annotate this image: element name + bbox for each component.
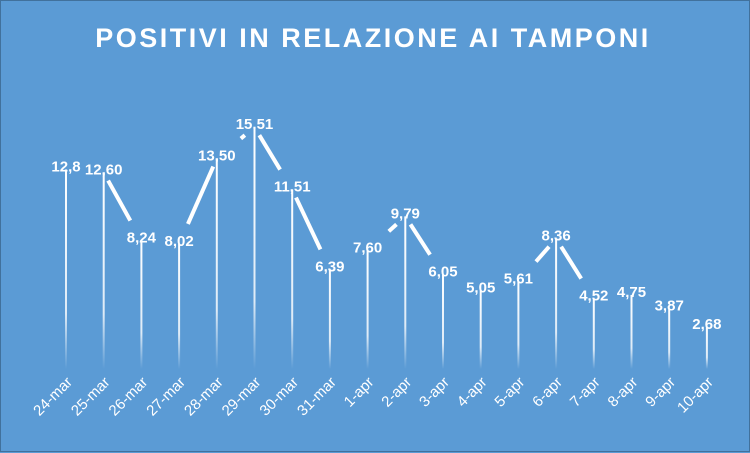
- data-label: 5,05: [466, 279, 495, 296]
- drop-line: [178, 243, 181, 369]
- series-line-segment: [106, 179, 133, 222]
- data-label: 13,50: [198, 148, 236, 165]
- x-tick-label: 28-mar: [181, 374, 227, 420]
- data-label: 6,05: [428, 264, 457, 281]
- series-line-segment: [534, 245, 551, 263]
- data-label: 12,8: [51, 158, 80, 175]
- x-tick-label: 6-apr: [529, 374, 566, 411]
- series-line-segment: [559, 245, 583, 280]
- drop-line: [366, 250, 369, 369]
- x-tick-label: 1-apr: [341, 374, 378, 411]
- data-label: 4,75: [617, 284, 646, 301]
- drop-line: [328, 269, 331, 369]
- drop-line: [479, 290, 482, 369]
- data-label: 8,36: [541, 228, 570, 245]
- x-tick-label: 31-mar: [294, 374, 340, 420]
- data-label: 5,61: [504, 271, 533, 288]
- drop-line: [442, 274, 444, 369]
- x-tick-label: 8-apr: [605, 374, 642, 411]
- x-axis-tick-labels: 24-mar25-mar26-mar27-mar28-mar29-mar30-m…: [30, 374, 717, 420]
- x-tick-label: 2-apr: [378, 374, 415, 411]
- series-line: [106, 133, 583, 280]
- x-tick-label: 24-mar: [30, 374, 76, 420]
- data-label: 4,52: [579, 288, 608, 305]
- series-line-segment: [239, 133, 247, 141]
- drop-line: [517, 281, 520, 369]
- data-label: 7,60: [353, 240, 382, 257]
- data-label: 9,79: [391, 205, 420, 222]
- x-tick-label: 27-mar: [143, 374, 189, 420]
- data-label: 12,60: [85, 162, 123, 179]
- data-label: 8,24: [127, 230, 157, 247]
- data-label: 2,68: [692, 316, 721, 333]
- drop-line: [291, 189, 294, 369]
- data-label: 8,02: [164, 233, 193, 250]
- data-label: 15,51: [236, 116, 274, 133]
- drop-line: [65, 169, 67, 369]
- x-tick-label: 29-mar: [219, 374, 265, 420]
- drop-line: [102, 172, 105, 369]
- drop-lines: [65, 127, 708, 369]
- drop-line: [253, 127, 256, 369]
- drop-line: [140, 240, 143, 369]
- data-label: 11,51: [274, 179, 311, 196]
- x-tick-label: 4-apr: [454, 374, 491, 411]
- x-tick-label: 25-mar: [68, 374, 114, 420]
- chart-title: POSITIVI IN RELAZIONE AI TAMPONI: [95, 23, 651, 53]
- drop-line: [668, 308, 671, 369]
- data-label: 6,39: [315, 258, 344, 275]
- drop-line: [215, 158, 218, 369]
- drop-line: [705, 327, 708, 369]
- drop-line: [592, 298, 595, 369]
- drop-line: [404, 216, 407, 369]
- x-tick-label: 5-apr: [491, 374, 528, 411]
- series-line-segment: [408, 223, 432, 256]
- x-tick-label: 10-apr: [674, 374, 717, 417]
- x-tick-label: 26-mar: [106, 374, 152, 420]
- x-tick-label: 7-apr: [567, 374, 604, 411]
- drop-line: [630, 294, 633, 369]
- series-line-segment: [294, 196, 323, 251]
- x-tick-label: 30-mar: [256, 374, 302, 420]
- x-tick-label: 3-apr: [416, 374, 453, 411]
- data-label: 3,87: [655, 298, 684, 315]
- drop-line: [555, 238, 558, 369]
- series-line-segment: [186, 165, 216, 225]
- series-line-segment: [257, 134, 282, 171]
- series-line-segment: [387, 222, 398, 233]
